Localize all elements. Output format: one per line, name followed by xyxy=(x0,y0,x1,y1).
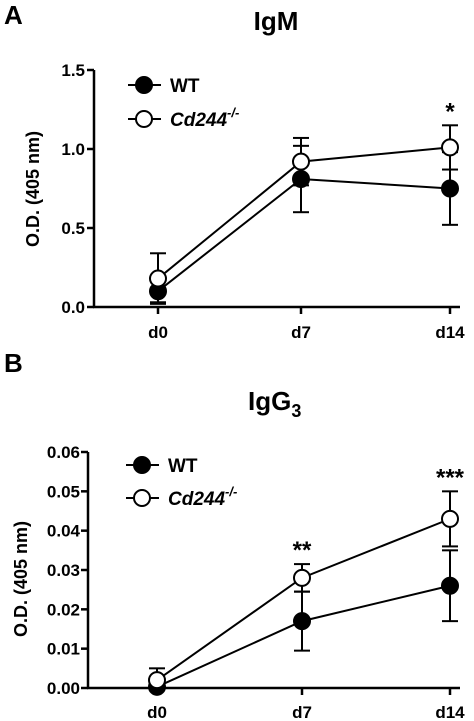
series-line-wt xyxy=(156,584,451,688)
legend-wt-label: WT xyxy=(170,76,200,97)
x-tick-label: d7 xyxy=(292,703,312,721)
y-tick-label: 0.05 xyxy=(47,482,80,501)
legend-wt-label: WT xyxy=(168,456,198,477)
panel-b-marks: ***** xyxy=(148,464,465,696)
x-tick-label: d14 xyxy=(435,323,465,342)
panel-a-legend: WT Cd244-/- xyxy=(128,76,239,131)
panel-b-legend: WT Cd244-/- xyxy=(126,456,237,510)
x-tick-label: d0 xyxy=(148,323,168,342)
panel-b-y-axis-label: O.D. (405 nm) xyxy=(11,521,31,637)
y-tick-label: 0.00 xyxy=(47,679,80,698)
y-tick-label: 0.04 xyxy=(47,522,81,541)
legend-wt-marker xyxy=(135,76,153,94)
y-tick-label: 0.06 xyxy=(47,443,80,462)
data-point-cd244 xyxy=(293,568,311,587)
legend-wt-marker xyxy=(133,456,151,474)
data-point-cd244 xyxy=(149,269,167,288)
series-line-wt xyxy=(157,177,451,292)
panel-a-title: IgM xyxy=(254,6,299,36)
y-tick-label: 0.03 xyxy=(47,561,80,580)
data-point-cd244 xyxy=(292,152,310,171)
x-tick-label: d7 xyxy=(291,323,311,342)
y-tick-label: 1.5 xyxy=(61,61,85,80)
y-tick-label: 1.0 xyxy=(61,140,85,159)
legend-ko-marker xyxy=(135,110,153,128)
panel-a: A IgM O.D. (405 nm) 0.00.51.01.5d0 d7 d14 … xyxy=(4,0,465,342)
panel-b-title: IgG3 xyxy=(248,386,301,421)
y-tick-label: 0.0 xyxy=(61,298,85,317)
data-point-wt xyxy=(293,612,311,631)
significance-label: *** xyxy=(436,464,465,491)
panel-b: B IgG3 O.D. (405 nm) 0.000.010.020.030.0… xyxy=(4,348,465,721)
panel-b-axes: 0.00 0.01 0.02 0.03 0.04 0.05 0.06 d0 d7 d14 xyxy=(47,443,465,721)
legend-ko-label: Cd244-/- xyxy=(168,484,237,510)
panel-letter-a: A xyxy=(4,0,23,30)
data-point-wt xyxy=(441,576,459,595)
x-tick-label: d14 xyxy=(435,703,465,721)
y-tick-label: 0.5 xyxy=(61,219,85,238)
legend-ko-label: Cd244-/- xyxy=(170,105,239,131)
y-tick-label: 0.02 xyxy=(47,600,80,619)
y-tick-label: 0.01 xyxy=(47,640,80,659)
x-tick-label: d0 xyxy=(147,703,167,721)
panel-a-marks: * xyxy=(149,98,459,305)
panel-letter-b: B xyxy=(4,348,23,378)
panel-a-axes: 0.0 0.5 1.0 1.5 d0 d7 d14 xyxy=(61,61,465,342)
data-point-cd244 xyxy=(148,671,166,690)
data-point-cd244 xyxy=(441,509,459,528)
data-point-wt xyxy=(441,179,459,198)
significance-label: ** xyxy=(293,537,312,564)
data-point-cd244 xyxy=(441,138,459,157)
significance-label: * xyxy=(445,98,455,125)
legend-ko-marker xyxy=(133,489,151,507)
panel-a-y-axis-label: O.D. (405 nm) xyxy=(23,131,43,247)
